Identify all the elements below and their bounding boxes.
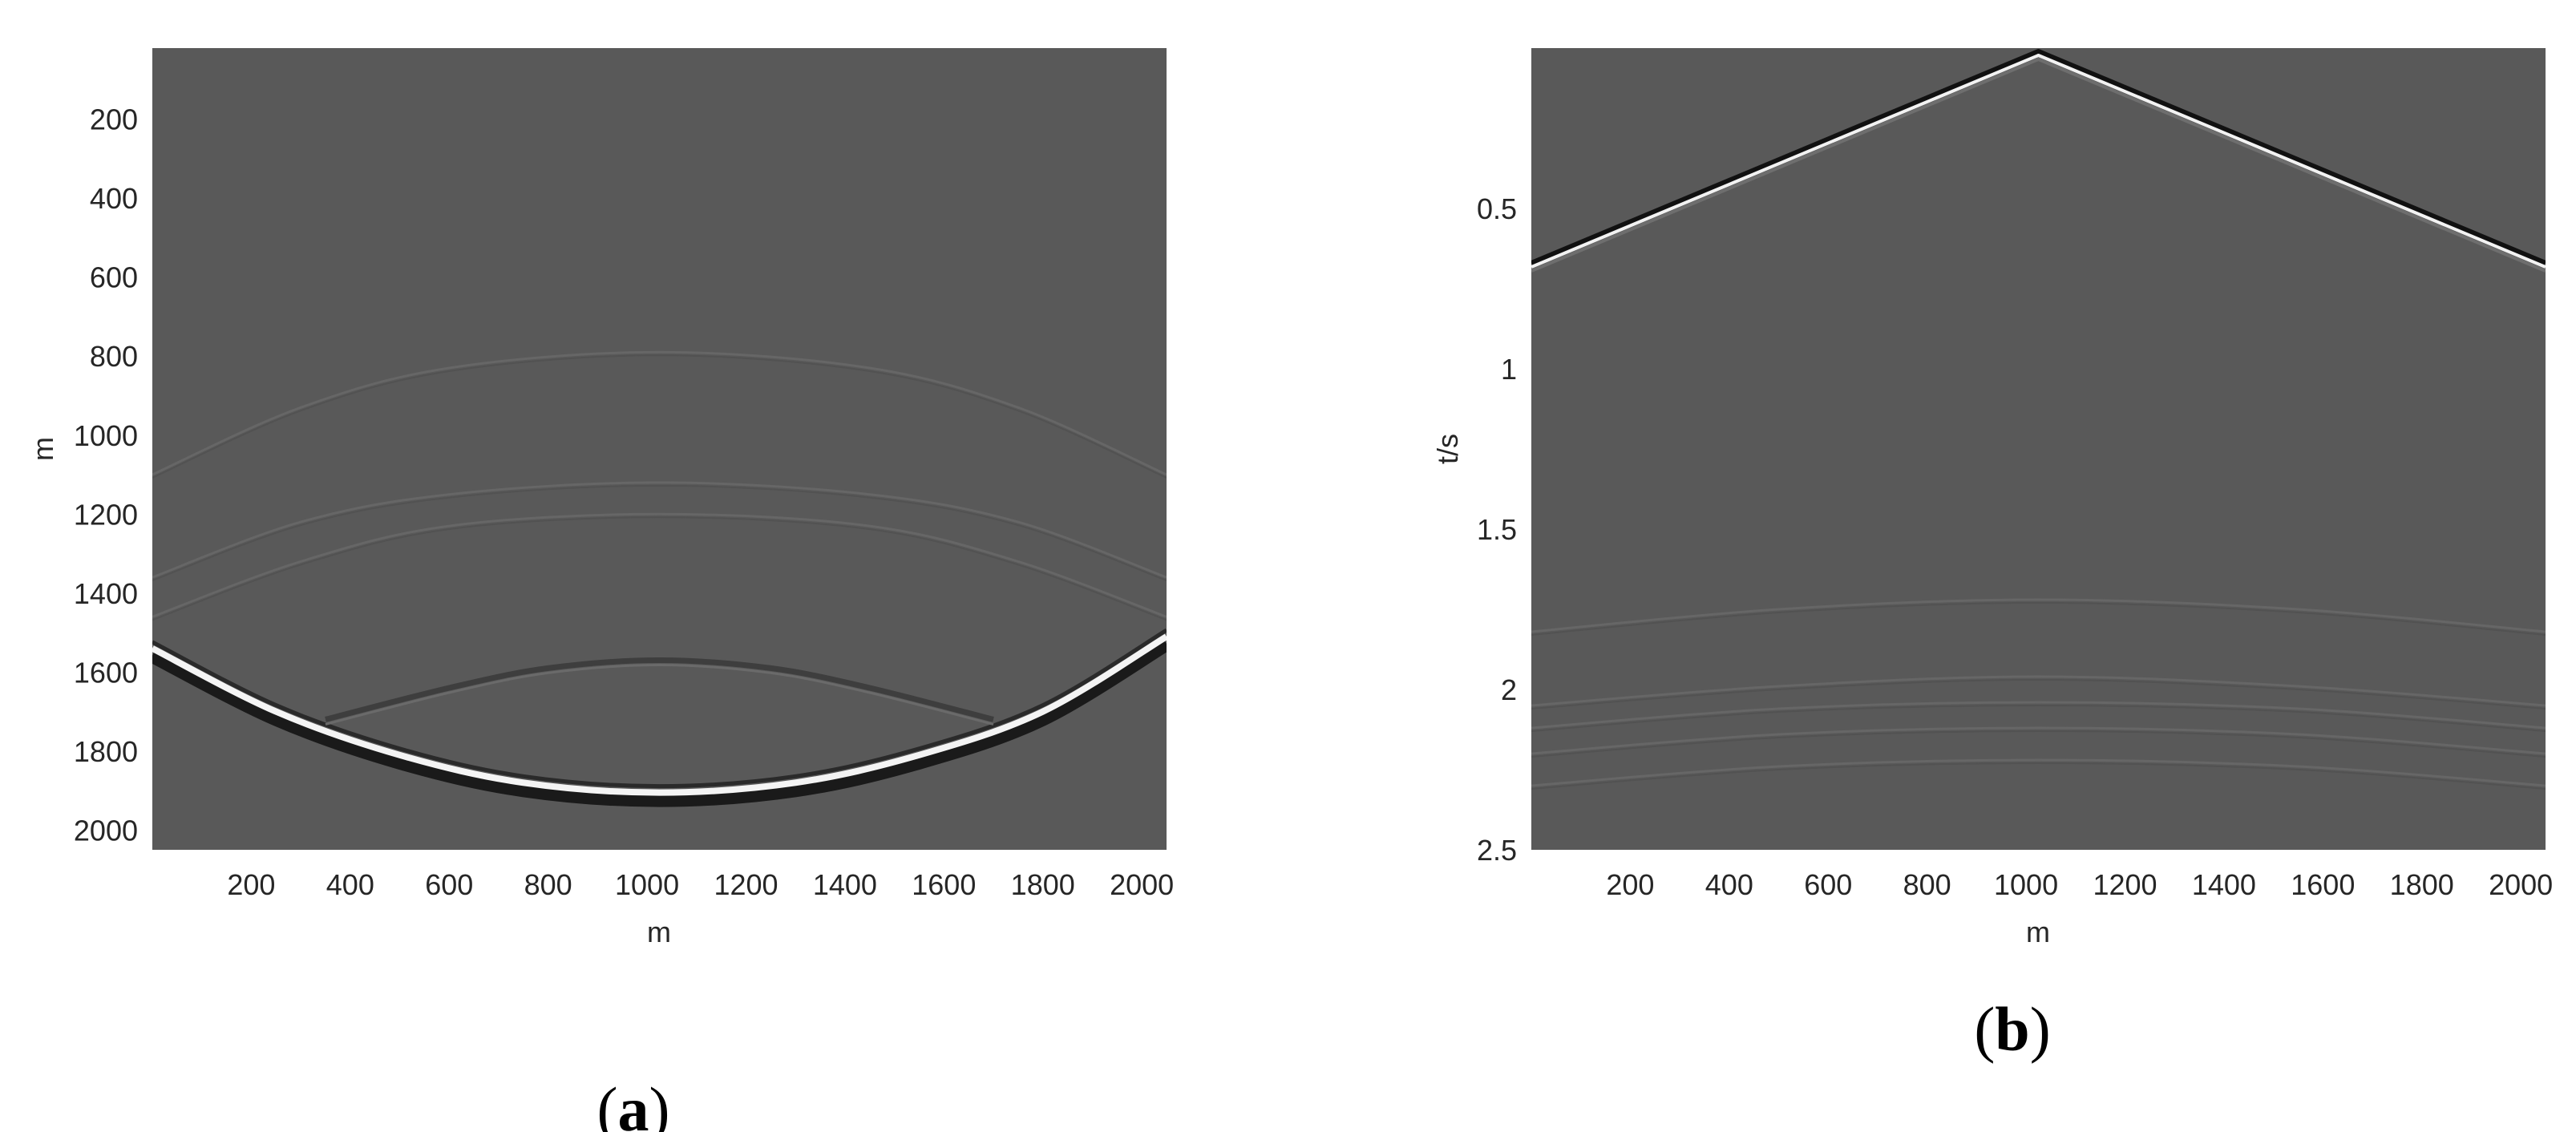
panel-a-x-tick-label: 1400 (813, 868, 877, 901)
panel-b-direct-wave-stroke (1531, 58, 2546, 273)
panel-b-reflection-stroke (1531, 726, 2546, 755)
panel-b-reflection-stroke (1531, 730, 2546, 758)
panel-a-x-tick-label: 2000 (1110, 868, 1174, 901)
panel-b-reflection-stroke (1531, 762, 2546, 790)
panel-b-x-tick-label: 400 (1705, 868, 1753, 901)
panel-b-reflection-stroke (1531, 705, 2546, 732)
panel-a-y-tick-label: 400 (90, 182, 138, 215)
panel-b-y-tick-label: 2 (1501, 673, 1517, 706)
panel-b-y-tick-label: 1.5 (1477, 513, 1517, 546)
panel-b-direct-wave-stroke (1531, 49, 2546, 265)
panel-b-x-tick-label: 800 (1903, 868, 1951, 901)
panel-a-reflection-stroke (152, 484, 1167, 582)
panel-a-x-tick-label: 1800 (1011, 868, 1075, 901)
panel-a-y-tick-label: 1800 (74, 735, 138, 768)
panel-b-reflection-stroke (1531, 675, 2546, 707)
panel-b-reflection (1531, 726, 2546, 758)
panel-a-y-tick-label: 600 (90, 261, 138, 294)
panel-b-x-tick-label: 1800 (2390, 868, 2454, 901)
panel-a-reflection-stroke (152, 481, 1167, 579)
panel-a-reflection (152, 481, 1167, 582)
panel-a-reflection (152, 350, 1167, 479)
panel-a-y-tick-label: 800 (90, 340, 138, 373)
panel-b-x-tick-label: 1400 (2192, 868, 2256, 901)
panel-a-events (152, 350, 1167, 807)
panel-a-x-ticks: 200 400 600 800 1000 1200 1400 1600 1800 2000 (227, 868, 1174, 901)
panel-a: 200 400 600 800 1000 1200 1400 1600 1800 2000 200… (26, 48, 1174, 1132)
panel-b-reflection (1531, 675, 2546, 710)
panel-b-y-ticks: 0.5 1 1.5 2 2.5 (1477, 192, 1517, 867)
panel-b-y-axis-label: t/s (1431, 434, 1464, 464)
panel-a-y-tick-label: 1400 (74, 577, 138, 610)
panel-a-y-tick-label: 200 (90, 103, 138, 136)
panel-a-wavefront (152, 628, 1167, 807)
panel-a-x-tick-label: 1200 (714, 868, 778, 901)
panel-a-x-tick-label: 600 (425, 868, 473, 901)
panel-b-label-letter: b (1995, 994, 2029, 1064)
panel-b-y-tick-label: 1 (1501, 353, 1517, 386)
panel-b-x-tick-label: 2000 (2489, 868, 2553, 901)
panel-a-reflection (152, 512, 1167, 621)
panel-b-reflection-stroke (1531, 679, 2546, 710)
panel-a-reflection-stroke (325, 664, 994, 726)
panel-b-reflection (1531, 598, 2546, 636)
panel-b-x-tick-label: 1000 (1994, 868, 2058, 901)
panel-a-x-tick-label: 1600 (912, 868, 976, 901)
panel-b-y-tick-label: 0.5 (1477, 192, 1517, 225)
panel-a-wavefront-stroke (152, 633, 1167, 796)
panel-b-reflection (1531, 701, 2546, 732)
panel-a-label: (a) (597, 1074, 670, 1132)
panel-b: 200 400 600 800 1000 1200 1400 1600 1800 2000 0.5… (1431, 48, 2553, 1064)
panel-b-reflection (1531, 758, 2546, 790)
panel-a-x-tick-label: 400 (326, 868, 374, 901)
panel-a-plot-area (152, 48, 1167, 850)
panel-b-x-tick-label: 1600 (2291, 868, 2355, 901)
panel-a-y-axis-label: m (26, 437, 59, 461)
panel-b-reflection-stroke (1531, 602, 2546, 636)
panel-a-y-tick-label: 1000 (74, 419, 138, 452)
panel-a-reflection-stroke (152, 512, 1167, 618)
panel-b-events (1531, 49, 2546, 790)
panel-a-reflection-stroke (325, 657, 994, 722)
panel-a-y-tick-label: 1200 (74, 498, 138, 531)
panel-a-reflection-stroke (152, 354, 1167, 479)
panel-b-x-axis-label: m (2026, 916, 2050, 948)
panel-b-plot-area (1531, 48, 2546, 850)
panel-a-wavefront-stroke (152, 628, 1167, 789)
panel-b-reflection-stroke (1531, 598, 2546, 633)
panel-a-x-tick-label: 800 (524, 868, 572, 901)
panel-b-y-tick-label: 2.5 (1477, 834, 1517, 867)
panel-b-direct-wave-stroke (1531, 54, 2546, 269)
panel-b-reflection-stroke (1531, 758, 2546, 787)
panel-a-x-tick-label: 1000 (615, 868, 679, 901)
panel-a-x-tick-label: 200 (227, 868, 275, 901)
panel-b-direct-wave (1531, 49, 2546, 273)
panel-a-reflection (325, 657, 994, 726)
panel-a-reflection-stroke (152, 350, 1167, 476)
panel-b-x-ticks: 200 400 600 800 1000 1200 1400 1600 1800 2000 (1606, 868, 2553, 901)
panel-a-y-ticks: 200 400 600 800 1000 1200 1400 1600 1800 2000 (74, 103, 138, 847)
panel-a-label-letter: a (618, 1074, 649, 1132)
panel-a-reflection-stroke (152, 516, 1167, 621)
panel-a-y-tick-label: 2000 (74, 814, 138, 847)
panel-b-x-tick-label: 1200 (2093, 868, 2157, 901)
panel-a-x-axis-label: m (647, 916, 671, 948)
panel-b-reflection-stroke (1531, 701, 2546, 730)
panel-b-x-tick-label: 200 (1606, 868, 1654, 901)
panel-a-wavefront-stroke (152, 637, 1167, 807)
panel-a-y-tick-label: 1600 (74, 656, 138, 689)
panel-b-x-tick-label: 600 (1804, 868, 1852, 901)
panel-b-label: (b) (1974, 994, 2050, 1064)
